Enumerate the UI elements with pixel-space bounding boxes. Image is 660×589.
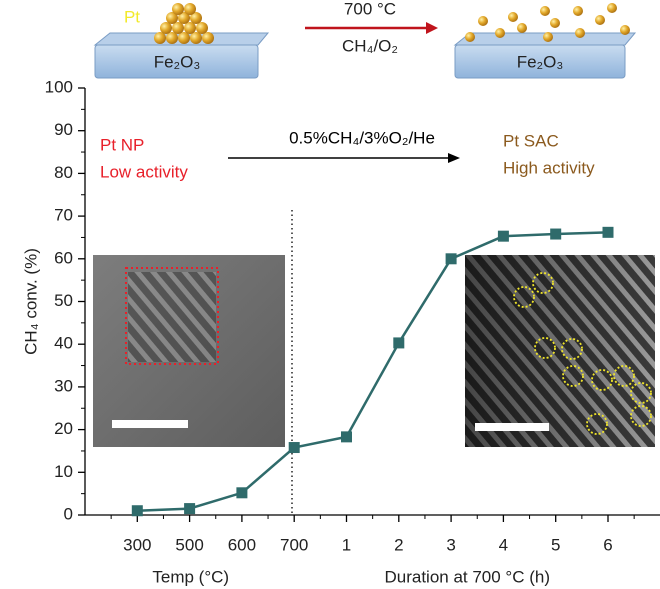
x-axis-label: Temp (°C): [152, 567, 229, 586]
marker: [497, 230, 509, 242]
x-tick-label: 5: [551, 535, 560, 554]
x-tick-label: 3: [446, 535, 455, 554]
marker: [550, 228, 562, 240]
y-tick-label: 90: [54, 120, 73, 139]
marker: [288, 442, 300, 454]
slab-right: [454, 44, 626, 79]
pt-cluster: [154, 3, 214, 44]
y-tick-label: 10: [54, 462, 73, 481]
y-tick-label: 20: [54, 419, 73, 438]
x-tick-label: 2: [394, 535, 403, 554]
y-tick-label: 80: [54, 163, 73, 182]
support-label: Fe₂O₃: [154, 52, 201, 71]
y-tick-label: 70: [54, 206, 73, 225]
inset-left: [93, 255, 285, 447]
condition-label: CH₄/O₂: [342, 36, 398, 55]
y-axis-label: CH₄ conv. (%): [21, 248, 40, 355]
x-tick-label: 500: [175, 535, 203, 554]
pt-atoms: [465, 3, 630, 42]
annotation: Low activity: [100, 162, 188, 181]
marker: [184, 503, 196, 515]
condition-label: 700 °C: [344, 0, 396, 18]
inset-right: [465, 255, 655, 447]
support-label: Fe₂O₃: [517, 52, 564, 71]
arrow-head: [448, 153, 460, 163]
marker: [341, 431, 352, 443]
marker: [236, 487, 248, 499]
x-tick-label: 700: [280, 535, 308, 554]
y-tick-label: 50: [54, 291, 73, 310]
x-tick-label: 6: [603, 535, 612, 554]
marker: [131, 505, 143, 517]
y-tick-label: 60: [54, 248, 73, 267]
scheme: Pt Fe₂O₃ 700 °C CH₄/O₂ Fe₂O₃: [93, 0, 637, 79]
annotation: 0.5%CH₄/3%O₂/He: [289, 128, 435, 147]
y-tick-label: 0: [64, 504, 73, 523]
marker: [445, 253, 457, 265]
marker: [393, 337, 405, 349]
x-tick-label: 1: [342, 535, 351, 554]
x-tick-label: 600: [228, 535, 256, 554]
arrow-head: [426, 22, 438, 34]
x-tick-label: 4: [499, 535, 508, 554]
annotation: Pt SAC: [503, 131, 559, 150]
y-tick-label: 30: [54, 376, 73, 395]
series-line: [137, 231, 609, 512]
annotation: High activity: [503, 158, 595, 177]
slab-left: [94, 44, 259, 79]
y-tick-label: 40: [54, 334, 73, 353]
x-axis-label: Duration at 700 °C (h): [384, 567, 550, 586]
annotation: Pt NP: [100, 135, 144, 154]
x-tick-label: 300: [123, 535, 151, 554]
marker: [602, 226, 614, 238]
particle-label: Pt: [124, 7, 140, 26]
y-tick-label: 100: [45, 77, 73, 96]
